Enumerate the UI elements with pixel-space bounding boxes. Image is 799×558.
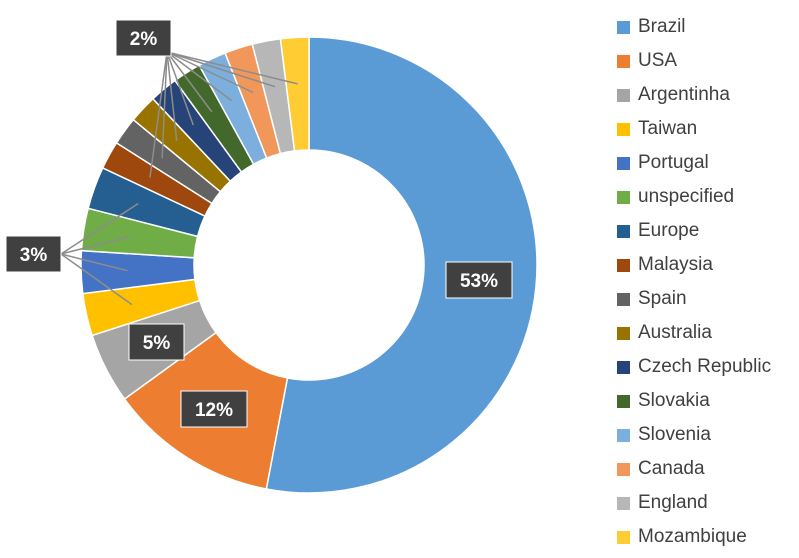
data-label-53-percent: 53% <box>445 261 513 299</box>
legend-swatch <box>617 258 630 272</box>
data-label-box <box>180 390 248 428</box>
leader-line <box>166 51 298 85</box>
legend-swatch <box>617 462 630 476</box>
slice-brazil <box>265 36 538 494</box>
legend-label: USA <box>638 50 678 71</box>
leader-line <box>166 51 276 88</box>
legend-label: Slovenia <box>638 424 711 445</box>
legend-swatch <box>617 496 630 510</box>
legend-swatch <box>617 360 630 374</box>
data-label-box <box>5 235 62 273</box>
legend-swatch <box>617 292 630 306</box>
legend-item-malaysia: Malaysia <box>617 248 771 282</box>
legend-item-usa: USA <box>617 44 771 78</box>
leader-line <box>166 51 195 126</box>
leader-line <box>60 202 139 255</box>
legend-item-unspecified: unspecified <box>617 180 771 214</box>
data-label-box <box>128 323 185 361</box>
legend-item-argentinha: Argentinha <box>617 78 771 112</box>
legend-label: Slovakia <box>638 390 710 411</box>
legend-item-europe: Europe <box>617 214 771 248</box>
legend-swatch <box>617 224 630 238</box>
slice-mozambique <box>279 36 310 152</box>
data-label-2-percent: 2% <box>115 19 172 57</box>
legend-swatch <box>617 428 630 442</box>
leader-line <box>166 51 233 102</box>
legend-item-slovenia: Slovenia <box>617 418 771 452</box>
data-label-box <box>115 19 172 57</box>
leader-line <box>60 253 128 272</box>
legend-label: Spain <box>638 288 687 309</box>
leader-line <box>60 235 130 255</box>
legend-item-portugal: Portugal <box>617 146 771 180</box>
data-label-text: 2% <box>130 29 158 50</box>
leader-line <box>161 51 168 159</box>
donut-chart: 53% 12% 5% 3% 2% <box>5 19 538 494</box>
legend-swatch <box>617 20 630 34</box>
legend-label: Australia <box>638 322 712 343</box>
legend-swatch <box>617 156 630 170</box>
legend-item-england: England <box>617 486 771 520</box>
legend-item-taiwan: Taiwan <box>617 112 771 146</box>
leader-line <box>166 51 178 141</box>
legend-item-spain: Spain <box>617 282 771 316</box>
data-label-box <box>445 261 513 299</box>
chart-legend: Brazil USA Argentinha Taiwan Portugal unspeci… <box>617 10 771 554</box>
legend-label: Czech Republic <box>638 356 772 377</box>
data-label-text: 12% <box>195 400 233 421</box>
data-label-text: 3% <box>20 245 48 266</box>
legend-swatch <box>617 326 630 340</box>
legend-swatch <box>617 88 630 102</box>
legend-label: England <box>638 492 708 513</box>
legend-label: Canada <box>638 458 705 479</box>
legend-item-slovakia: Slovakia <box>617 384 771 418</box>
legend-label: Europe <box>638 220 700 241</box>
data-label-3-percent: 3% <box>5 235 62 273</box>
legend-swatch <box>617 190 630 204</box>
leader-line <box>166 51 254 94</box>
legend-label: Argentinha <box>638 84 730 105</box>
legend-label: Brazil <box>638 16 686 37</box>
legend-label: unspecified <box>638 186 735 207</box>
data-label-text: 5% <box>143 333 171 354</box>
legend-swatch <box>617 394 630 408</box>
legend-item-australia: Australia <box>617 316 771 350</box>
legend-label: Mozambique <box>638 526 747 547</box>
legend-item-czech-republic: Czech Republic <box>617 350 771 384</box>
legend-label: Portugal <box>638 152 709 173</box>
data-label-12-percent: 12% <box>180 390 248 428</box>
legend-swatch <box>617 54 630 68</box>
leader-line <box>166 51 213 113</box>
data-label-5-percent: 5% <box>128 323 185 361</box>
legend-label: Malaysia <box>638 254 713 275</box>
legend-swatch <box>617 122 630 136</box>
legend-label: Taiwan <box>638 118 698 139</box>
data-label-text: 53% <box>460 271 498 292</box>
leader-line <box>60 253 133 306</box>
leader-line <box>149 51 168 178</box>
legend-item-canada: Canada <box>617 452 771 486</box>
legend-item-mozambique: Mozambique <box>617 520 771 554</box>
legend-item-brazil: Brazil <box>617 10 771 44</box>
legend-swatch <box>617 530 630 544</box>
